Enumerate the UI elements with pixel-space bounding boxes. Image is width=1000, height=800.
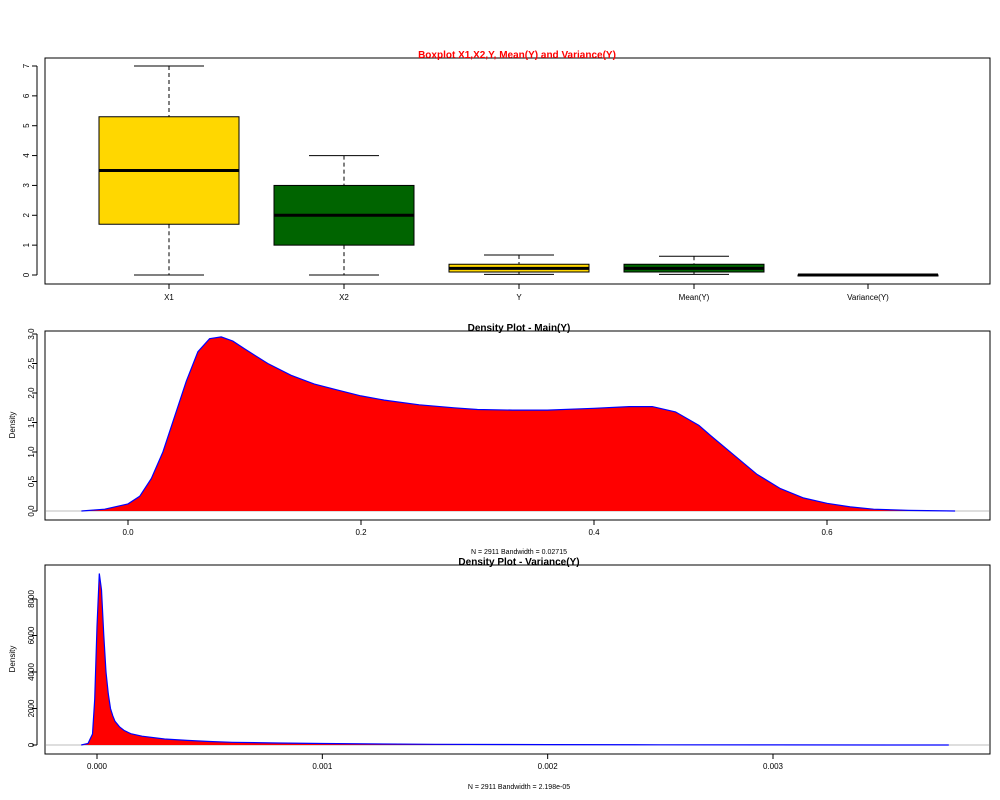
boxplot-y-tick-label: 2 — [22, 213, 31, 218]
density-main-y-tick-label: 1.5 — [27, 416, 36, 428]
density-main-y-tick-label: 0.0 — [27, 505, 36, 517]
boxplot-title: Boxplot X1,X2,Y, Mean(Y) and Variance(Y) — [418, 50, 616, 61]
boxplot-x-tick-label: X1 — [164, 293, 174, 302]
density-main-y-tick-label: 2.5 — [27, 357, 36, 369]
boxplot-x-tick-label: Mean(Y) — [679, 293, 710, 302]
density-main-plot — [46, 336, 989, 512]
density-main-y-tick-label: 2.0 — [27, 387, 36, 399]
density-var-y-axis: 0 2000 4000 6000 8000 — [27, 590, 38, 747]
density-var-area — [81, 573, 949, 745]
boxplot-boxes — [98, 65, 939, 277]
density-main-y-tick-label: 3.0 — [27, 328, 36, 340]
boxplot-panel: Boxplot X1,X2,Y, Mean(Y) and Variance(Y)… — [22, 50, 991, 302]
boxplot-y-tick-label: 5 — [22, 123, 31, 128]
density-var-y-tick-label: 0 — [27, 742, 36, 747]
box-variance-y- — [797, 273, 939, 277]
density-var-x-tick-label: 0.003 — [763, 762, 784, 771]
density-main-title: Density Plot - Main(Y) — [468, 323, 571, 334]
box-mean-y- — [623, 255, 765, 275]
density-var-y-tick-label: 2000 — [27, 699, 36, 717]
boxplot-y-tick-label: 6 — [22, 93, 31, 98]
density-main-xlabel: N = 2911 Bandwidth = 0.02715 — [471, 549, 567, 556]
density-var-line — [81, 573, 949, 746]
density-var-xlabel: N = 2911 Bandwidth = 2.198e-05 — [468, 784, 570, 791]
density-main-area — [81, 336, 956, 511]
density-var-x-axis: 0.000 0.001 0.002 0.003 — [87, 753, 784, 771]
density-main-line — [81, 336, 956, 512]
boxplot-y-axis: 0 1 2 3 4 5 6 7 — [22, 63, 38, 277]
boxplot-x-tick-label: X2 — [339, 293, 349, 302]
boxplot-y-tick-label: 0 — [22, 272, 31, 277]
boxplot-y-tick-label: 3 — [22, 183, 31, 188]
density-var-frame — [44, 564, 991, 755]
box-x2 — [273, 155, 415, 276]
boxplot-frame — [44, 57, 991, 285]
density-main-x-tick-label: 0.4 — [588, 528, 600, 537]
boxplot-x-tick-label: Y — [516, 293, 522, 302]
density-main-y-tick-label: 1.0 — [27, 446, 36, 458]
density-var-y-tick-label: 4000 — [27, 663, 36, 681]
density-var-plot — [46, 573, 989, 746]
boxplot-x-tick-label: Variance(Y) — [847, 293, 889, 302]
box-y — [448, 254, 590, 275]
density-main-x-tick-label: 0.6 — [821, 528, 833, 537]
density-var-x-tick-label: 0.002 — [538, 762, 559, 771]
density-var-panel: Density Plot - Variance(Y) Density N = 2… — [8, 557, 991, 791]
density-main-y-tick-label: 0.5 — [27, 475, 36, 487]
density-main-y-axis: 0.0 0.5 1.0 1.5 2.0 2.5 3.0 — [27, 328, 38, 517]
box-x1 — [98, 65, 240, 276]
density-main-x-tick-label: 0.0 — [122, 528, 134, 537]
density-main-ylabel: Density — [8, 412, 17, 439]
density-main-panel: Density Plot - Main(Y) Density N = 2911 … — [8, 323, 991, 556]
boxplot-x-labels: X1 X2 Y Mean(Y) Variance(Y) — [164, 284, 889, 302]
density-var-ylabel: Density — [8, 646, 17, 673]
boxplot-y-tick-label: 4 — [22, 153, 31, 158]
density-var-y-tick-label: 8000 — [27, 590, 36, 608]
density-var-y-tick-label: 6000 — [27, 626, 36, 644]
density-var-title: Density Plot - Variance(Y) — [458, 557, 579, 568]
density-var-x-tick-label: 0.000 — [87, 762, 108, 771]
boxplot-y-tick-label: 1 — [22, 242, 31, 247]
boxplot-y-tick-label: 7 — [22, 63, 31, 68]
density-main-x-tick-label: 0.2 — [355, 528, 367, 537]
density-main-x-axis: 0.0 0.2 0.4 0.6 — [122, 519, 833, 537]
density-var-x-tick-label: 0.001 — [312, 762, 333, 771]
